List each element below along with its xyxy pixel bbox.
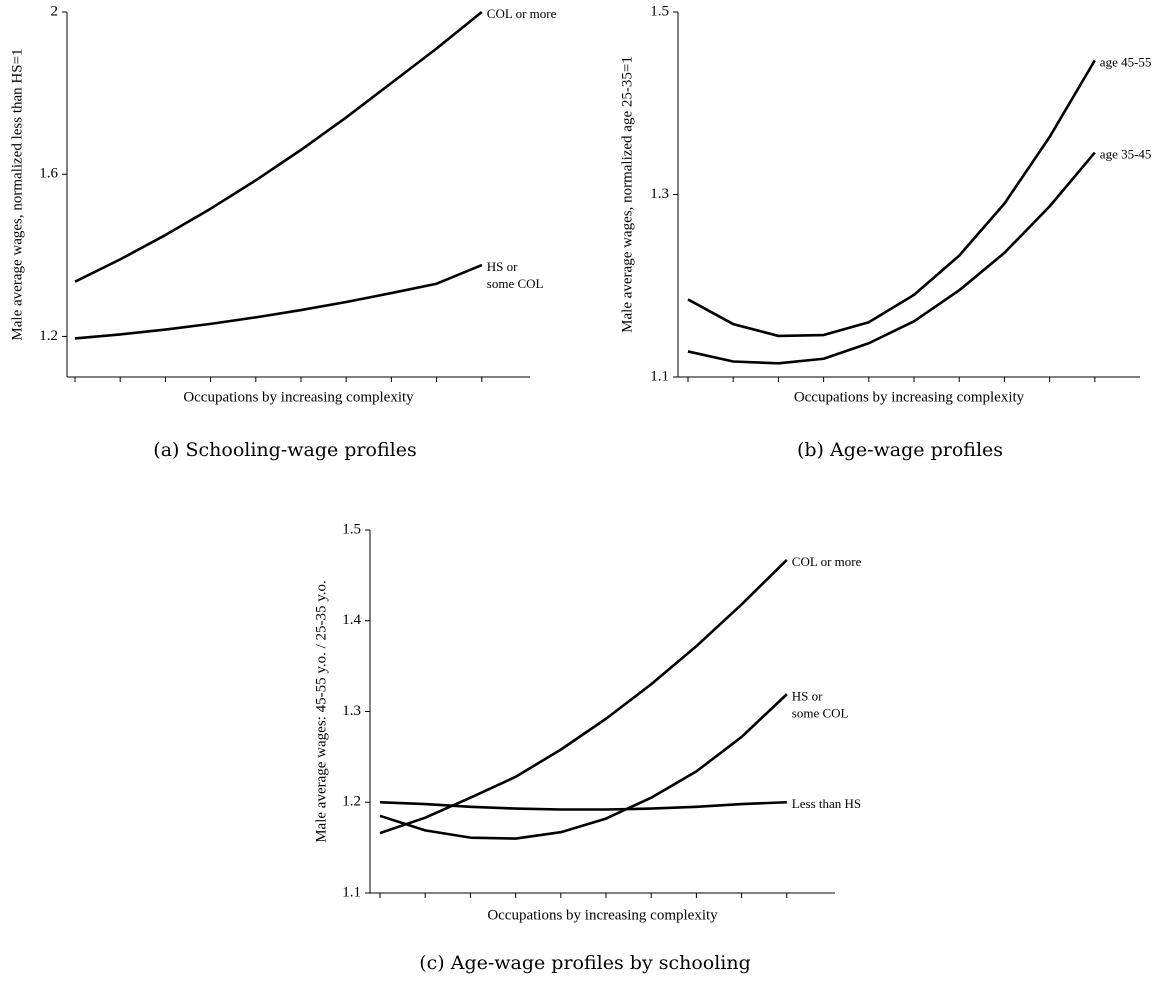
caption: (b) Age-wage profiles — [797, 439, 1003, 461]
y-tick-label: 1.3 — [342, 703, 361, 719]
series-label: HS or some COL — [487, 259, 544, 291]
y-axis-label: Male average wages: 45-55 y.o. / 25-35 y… — [313, 580, 329, 843]
y-tick-label: 1.6 — [39, 166, 58, 182]
series-line — [74, 10, 483, 283]
y-tick-label: 2 — [51, 3, 59, 19]
series-line — [379, 693, 788, 840]
series-label: age 45-55 — [1100, 54, 1152, 69]
y-tick-label: 1.5 — [342, 521, 361, 537]
series-line — [379, 800, 787, 811]
series-line — [687, 151, 1096, 365]
y-tick-label: 1.1 — [650, 368, 669, 384]
series-label: HS or some COL — [792, 688, 849, 720]
series-line — [687, 59, 1096, 338]
series-line — [379, 559, 788, 835]
y-tick-label: 1.5 — [650, 3, 669, 19]
y-tick-label: 1.3 — [650, 186, 669, 202]
y-axis-label: Male average wages, normalized age 25-35… — [619, 56, 635, 333]
series-label: COL or more — [487, 6, 557, 21]
y-tick-label: 1.2 — [39, 328, 58, 344]
y-tick-label: 1.4 — [342, 612, 361, 628]
y-tick-label: 1.1 — [342, 884, 361, 900]
series-label: Less than HS — [792, 796, 861, 811]
y-axis-label: Male average wages, normalized less than… — [9, 48, 25, 340]
series-line — [74, 263, 483, 340]
x-axis-label: Occupations by increasing complexity — [487, 907, 718, 923]
series-label: age 35-45 — [1100, 147, 1152, 162]
caption: (c) Age-wage profiles by schooling — [419, 952, 751, 974]
x-axis-label: Occupations by increasing complexity — [183, 389, 414, 405]
x-axis-label: Occupations by increasing complexity — [794, 389, 1025, 405]
caption: (a) Schooling-wage profiles — [153, 439, 416, 461]
y-tick-label: 1.2 — [342, 794, 361, 810]
series-label: COL or more — [792, 554, 862, 569]
